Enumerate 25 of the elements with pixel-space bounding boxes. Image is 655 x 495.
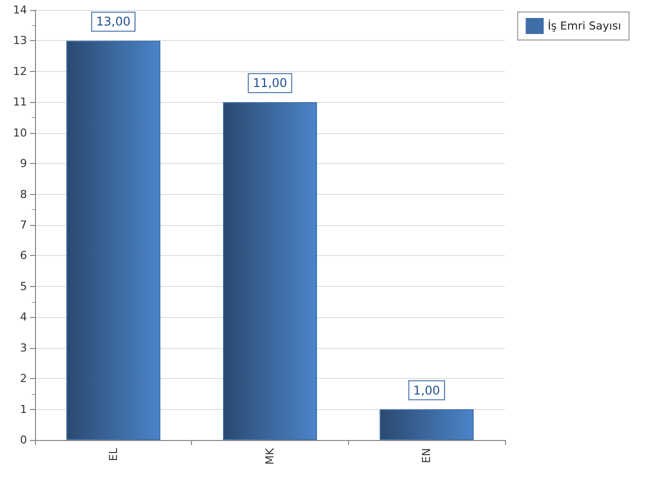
y-tick-label: 1 bbox=[20, 402, 27, 416]
y-tick-label: 10 bbox=[13, 126, 27, 140]
bar bbox=[380, 409, 474, 440]
bar bbox=[223, 102, 317, 440]
y-tick-label: 3 bbox=[20, 341, 27, 354]
y-tick-label: 13 bbox=[13, 34, 27, 48]
y-tick-label: 9 bbox=[20, 157, 27, 170]
y-tick-label: 8 bbox=[20, 188, 27, 201]
y-tick-label: 5 bbox=[20, 280, 27, 293]
x-tick-label: EN bbox=[420, 448, 434, 464]
legend-label: İş Emri Sayısı bbox=[548, 18, 622, 32]
y-tick-label: 0 bbox=[20, 434, 27, 446]
x-tick-label: MK bbox=[264, 447, 276, 465]
data-label: 13,00 bbox=[96, 14, 131, 29]
y-tick-label: 11 bbox=[13, 96, 27, 109]
y-tick-label: 4 bbox=[20, 310, 27, 324]
data-label: 1,00 bbox=[413, 383, 440, 398]
y-tick-label: 12 bbox=[13, 64, 27, 78]
y-tick-label: 14 bbox=[13, 4, 27, 16]
data-label: 11,00 bbox=[252, 76, 288, 90]
x-tick-label: EL bbox=[106, 447, 120, 462]
y-tick-label: 6 bbox=[20, 249, 27, 262]
y-tick-label: 7 bbox=[20, 218, 27, 232]
bar bbox=[66, 40, 160, 440]
y-tick-label: 2 bbox=[20, 372, 27, 386]
